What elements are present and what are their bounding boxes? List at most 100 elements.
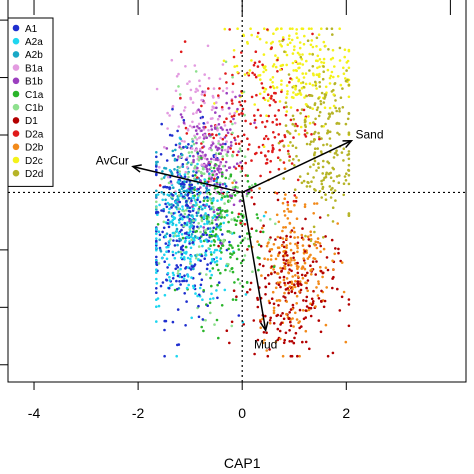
scatter-point-A1	[166, 222, 170, 225]
scatter-point-A1	[176, 266, 180, 269]
scatter-point-B1a	[197, 136, 201, 140]
scatter-point-A2a	[196, 162, 199, 166]
scatter-point-C1a	[237, 248, 241, 251]
scatter-point-C1a	[214, 227, 218, 231]
scatter-point-D2b	[304, 329, 308, 333]
scatter-point-D2d	[326, 129, 330, 132]
scatter-point-D2c	[342, 72, 346, 75]
scatter-point-C1a	[235, 257, 239, 261]
scatter-point-D1	[287, 263, 290, 267]
scatter-point-D2a	[259, 114, 263, 117]
scatter-point-A2a	[202, 216, 206, 220]
scatter-point-B1b	[199, 110, 202, 113]
scatter-point-D2b	[312, 257, 315, 260]
scatter-point-B1b	[227, 166, 231, 169]
scatter-point-A2a	[180, 216, 184, 220]
scatter-point-B1b	[197, 108, 200, 111]
scatter-point-C1a	[254, 182, 257, 186]
scatter-point-A1	[165, 215, 168, 218]
legend-label: D2b	[25, 143, 44, 154]
scatter-point-C1b	[170, 212, 173, 215]
scatter-point-A2a	[215, 259, 219, 263]
scatter-point-D2a	[277, 109, 281, 112]
scatter-point-A1	[172, 212, 175, 215]
scatter-point-D2c	[311, 45, 315, 49]
scatter-point-D2c	[265, 114, 268, 117]
scatter-point-D1	[334, 247, 337, 250]
scatter-point-D2a	[303, 133, 307, 136]
scatter-point-D1	[305, 305, 309, 308]
scatter-point-D1	[309, 314, 313, 318]
scatter-point-D2b	[309, 230, 313, 233]
scatter-point-D2c	[328, 76, 332, 80]
scatter-point-C1a	[225, 210, 229, 213]
scatter-point-D2c	[318, 72, 321, 76]
scatter-point-C1b	[236, 186, 239, 189]
legend-label: C1b	[25, 103, 44, 114]
scatter-point-A2a	[213, 214, 216, 217]
scatter-point-D1	[264, 293, 267, 296]
scatter-point-D2a	[246, 148, 250, 151]
scatter-point-A1	[155, 172, 158, 176]
scatter-point-D2c	[262, 145, 266, 148]
scatter-point-C1b	[180, 147, 183, 151]
scatter-point-C1b	[157, 262, 161, 265]
scatter-point-D2d	[299, 55, 303, 59]
scatter-point-C1a	[224, 268, 227, 272]
scatter-point-D2c	[262, 70, 265, 74]
scatter-point-D2c	[304, 82, 308, 86]
scatter-point-A2b	[158, 238, 161, 242]
scatter-point-B1a	[221, 89, 225, 93]
scatter-point-D2c	[324, 85, 328, 89]
scatter-point-D2a	[268, 170, 272, 174]
scatter-point-A1	[183, 175, 187, 179]
scatter-point-D2c	[291, 52, 295, 55]
scatter-point-A1	[180, 182, 183, 186]
scatter-point-D2b	[293, 236, 296, 239]
scatter-point-D1	[312, 300, 315, 303]
scatter-point-D2d	[347, 152, 351, 156]
scatter-point-A1	[192, 227, 195, 230]
scatter-point-A2a	[188, 226, 192, 229]
scatter-point-A1	[207, 205, 211, 208]
scatter-point-A2b	[205, 189, 209, 192]
scatter-point-A1	[162, 185, 165, 189]
scatter-point-D2d	[340, 151, 344, 154]
scatter-point-D2d	[335, 149, 338, 152]
scatter-point-D2a	[272, 131, 275, 134]
scatter-point-C1b	[243, 254, 247, 257]
scatter-point-D2a	[200, 104, 203, 108]
scatter-point-B1a	[207, 76, 211, 80]
scatter-point-C1b	[177, 85, 180, 88]
scatter-point-A1	[185, 300, 188, 303]
scatter-point-A2a	[155, 277, 158, 281]
scatter-point-D2a	[293, 194, 297, 197]
scatter-point-A1	[169, 180, 173, 183]
scatter-point-C1b	[206, 192, 209, 195]
scatter-point-D2d	[308, 143, 312, 146]
scatter-point-B1a	[177, 125, 181, 128]
scatter-point-D1	[307, 306, 311, 310]
scatter-point-D2d	[308, 69, 311, 72]
scatter-point-B1a	[158, 165, 161, 169]
scatter-point-B1b	[198, 127, 201, 130]
scatter-point-A1	[176, 171, 179, 174]
scatter-point-D2d	[322, 143, 325, 147]
scatter-point-D2d	[342, 182, 346, 185]
scatter-point-D2c	[307, 115, 310, 118]
scatter-point-A1	[171, 320, 175, 324]
scatter-point-D1	[268, 301, 272, 305]
scatter-point-D1	[310, 303, 314, 307]
scatter-point-C1a	[202, 199, 206, 203]
scatter-point-D2d	[320, 182, 324, 186]
scatter-point-B1b	[210, 124, 213, 128]
scatter-point-D2a	[290, 162, 294, 165]
scatter-point-D2a	[231, 73, 234, 77]
scatter-point-D2b	[318, 242, 322, 245]
scatter-point-D2d	[311, 65, 315, 68]
scatter-point-D2b	[306, 235, 310, 238]
scatter-point-D1	[337, 251, 340, 255]
scatter-point-D2d	[334, 199, 337, 202]
scatter-point-A1	[188, 206, 192, 209]
scatter-point-C1a	[206, 199, 209, 202]
